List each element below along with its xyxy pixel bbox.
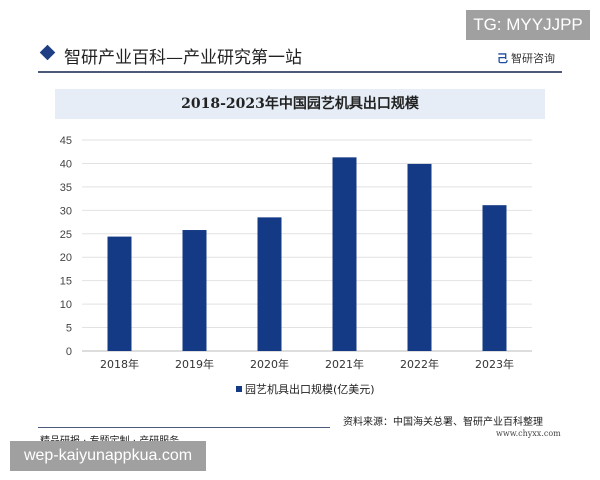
bar-2023年 <box>482 205 507 351</box>
y-tick-label: 15 <box>60 276 72 288</box>
chart-title: 2018-2023年中国园艺机具出口规模 <box>55 89 545 119</box>
legend-label: 园艺机具出口规模(亿美元) <box>245 383 375 396</box>
source-url: www.chyxx.com <box>496 429 561 438</box>
x-tick-label: 2019年 <box>175 357 214 371</box>
x-tick-label: 2022年 <box>400 357 439 371</box>
logo-icon: 己 <box>497 52 508 65</box>
x-tick-label: 2020年 <box>250 357 289 371</box>
logo-text: 智研咨询 <box>511 52 555 65</box>
y-tick-label: 10 <box>60 299 72 311</box>
header-divider <box>38 71 562 73</box>
x-tick-label: 2021年 <box>325 357 364 371</box>
bar-2018年 <box>107 236 132 351</box>
y-tick-label: 0 <box>66 346 72 358</box>
source-note: 资料来源：中国海关总署、智研产业百科整理 <box>343 417 543 428</box>
bar-2019年 <box>182 230 207 351</box>
legend-swatch <box>236 386 242 392</box>
header-title: 智研产业百科—产业研究第一站 <box>64 48 302 68</box>
watermark-url: wep-kaiyunappkua.com <box>10 441 206 471</box>
y-tick-label: 5 <box>66 323 72 335</box>
y-tick-label: 25 <box>60 229 72 241</box>
bar-2022年 <box>407 163 432 351</box>
legend: 园艺机具出口规模(亿美元) <box>236 381 375 397</box>
y-tick-label: 40 <box>60 158 72 170</box>
watermark-tg: TG: MYYJJPP <box>466 10 590 40</box>
brand-logo: 己智研咨询 <box>497 50 555 66</box>
x-tick-label: 2023年 <box>475 357 514 371</box>
footer-divider <box>38 427 330 428</box>
y-tick-label: 35 <box>60 182 72 194</box>
bar-2021年 <box>332 157 357 351</box>
x-tick-label: 2018年 <box>100 357 139 371</box>
y-tick-label: 20 <box>60 252 72 264</box>
y-tick-label: 45 <box>60 135 72 147</box>
bar-2020年 <box>257 217 282 351</box>
y-tick-label: 30 <box>60 205 72 217</box>
